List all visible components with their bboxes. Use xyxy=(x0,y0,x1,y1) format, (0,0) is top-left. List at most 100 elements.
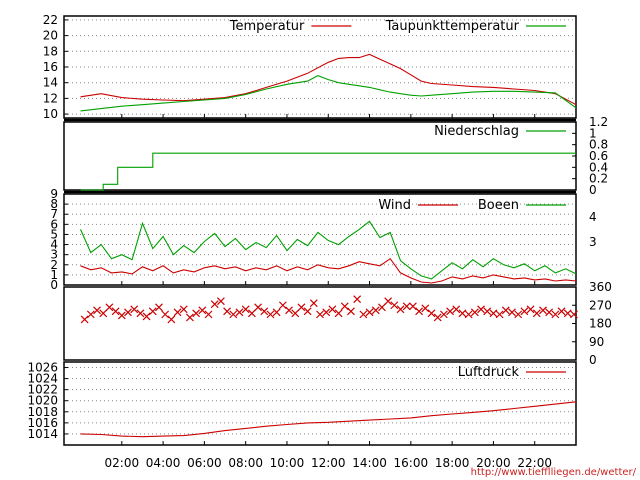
y-tick-label: 20 xyxy=(43,29,58,43)
scatter-point xyxy=(458,309,467,318)
scatter-point xyxy=(415,307,424,316)
scatter-point xyxy=(198,306,207,315)
scatter-point xyxy=(316,310,324,319)
y-tick-label: 180 xyxy=(589,317,612,331)
scatter-point xyxy=(328,305,337,314)
scatter-point xyxy=(378,303,386,312)
y-tick-label: 0.8 xyxy=(589,138,608,152)
x-tick-label: 22:00 xyxy=(517,456,552,470)
scatter-point xyxy=(173,308,182,317)
scatter-point xyxy=(353,295,362,304)
y-tick-label: 10 xyxy=(43,107,58,121)
legend-label: Luftdruck xyxy=(458,365,520,380)
y-tick-label: 1016 xyxy=(27,416,58,430)
x-tick-label: 16:00 xyxy=(394,456,429,470)
legend-label: Niederschlag xyxy=(434,124,519,139)
y-tick-label: 1024 xyxy=(27,372,58,386)
x-tick-label: 06:00 xyxy=(187,456,222,470)
scatter-point xyxy=(210,300,219,309)
panel-frame xyxy=(63,361,577,446)
scatter-point xyxy=(93,306,101,315)
scatter-point xyxy=(570,310,578,319)
scatter-point xyxy=(167,315,176,324)
scatter-point xyxy=(278,301,287,310)
y-tick-label: 0 xyxy=(589,183,597,197)
legend-label: Taupunkttemperatur xyxy=(385,19,520,34)
y-tick-label: 90 xyxy=(589,335,604,349)
y-tick-label: 8 xyxy=(50,197,58,211)
y-tick-label: 1020 xyxy=(27,394,58,408)
legend-label: Temperatur xyxy=(229,19,305,34)
scatter-point xyxy=(452,305,461,314)
scatter-point xyxy=(563,309,572,318)
scatter-point xyxy=(433,313,442,322)
scatter-point xyxy=(99,309,108,318)
source-url: http://www.tiefflliegen.de/wetter/ xyxy=(471,467,637,478)
x-tick-label: 02:00 xyxy=(105,456,140,470)
legend-label: Wind xyxy=(378,198,411,213)
scatter-point xyxy=(247,309,256,318)
scatter-point xyxy=(309,299,318,308)
scatter-point xyxy=(334,309,343,318)
scatter-point xyxy=(192,309,201,318)
y-tick-label: 9 xyxy=(50,187,58,201)
scatter-point xyxy=(179,305,188,314)
x-tick-label: 12:00 xyxy=(311,456,346,470)
scatter-point xyxy=(427,309,436,318)
scatter-point xyxy=(291,309,300,318)
y-tick-label: 1022 xyxy=(27,383,58,397)
y-tick-label: 16 xyxy=(43,60,58,74)
scatter-point xyxy=(520,307,529,316)
scatter-point xyxy=(142,312,151,321)
scatter-point xyxy=(551,310,560,319)
scatter-point xyxy=(557,307,566,316)
x-tick-label: 04:00 xyxy=(146,456,181,470)
scatter-point xyxy=(272,308,281,317)
scatter-point xyxy=(390,301,399,310)
y-tick-label: 6 xyxy=(50,217,58,231)
scatter-point xyxy=(439,310,448,319)
scatter-point xyxy=(229,310,238,319)
panel-frame xyxy=(63,286,577,361)
scatter-point xyxy=(80,315,89,324)
y-tick-label: 5 xyxy=(50,227,58,241)
scatter-point xyxy=(130,305,139,314)
scatter-point xyxy=(545,308,554,317)
x-tick-label: 10:00 xyxy=(270,456,305,470)
scatter-point xyxy=(124,308,132,317)
scatter-point xyxy=(204,310,213,319)
x-tick-label: 18:00 xyxy=(435,456,470,470)
scatter-point xyxy=(526,305,535,314)
scatter-point xyxy=(408,302,417,311)
scatter-point xyxy=(539,306,547,315)
scatter-point xyxy=(514,310,523,319)
x-tick-label: 20:00 xyxy=(476,456,511,470)
y-tick-label: 360 xyxy=(589,280,612,294)
y-tick-label: 22 xyxy=(43,13,58,27)
scatter-point xyxy=(489,309,498,318)
series-line-luftdruck xyxy=(80,401,577,438)
right-scale-label: 4 xyxy=(589,210,597,224)
y-tick-label: 0 xyxy=(589,353,597,367)
legend-label: Boeen xyxy=(478,198,519,213)
series-line-taupunkttemperatur xyxy=(80,74,577,112)
scatter-point xyxy=(483,307,492,316)
scatter-point xyxy=(136,309,145,318)
x-axis: 02:00 04:00 06:00 08:00 10:00 12:00 14:00 16:00… xyxy=(105,456,552,470)
scatter-point xyxy=(470,308,479,317)
scatter-point xyxy=(117,311,126,320)
scatter-point xyxy=(148,307,157,316)
scatter-point xyxy=(532,309,541,318)
scatter-point xyxy=(384,297,393,306)
scatter-point xyxy=(347,307,355,316)
scatter-point xyxy=(260,307,269,316)
scatter-point xyxy=(111,307,120,316)
scatter-point xyxy=(223,307,232,316)
scatter-point xyxy=(241,305,250,314)
y-tick-label: 4 xyxy=(50,238,58,252)
y-tick-label: 1 xyxy=(50,268,58,282)
y-tick-label: 0.4 xyxy=(589,160,608,174)
x-tick-label: 08:00 xyxy=(228,456,263,470)
